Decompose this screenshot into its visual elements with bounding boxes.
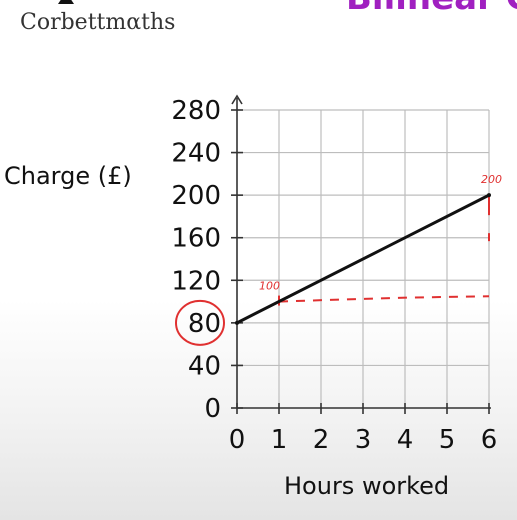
x-tick-label: 4 [397, 425, 414, 455]
x-tick-label: 2 [313, 425, 330, 455]
x-tick-label: 6 [481, 425, 498, 455]
chart-grid [237, 109, 490, 408]
page-title: Bilinear G [346, 0, 517, 18]
y-tick-label: 0 [204, 394, 221, 424]
brand-name: Corbettmαths [20, 10, 175, 35]
annotation-dashed-line [278, 295, 490, 303]
chart-axes [231, 94, 491, 409]
series-point [235, 320, 239, 325]
y-tick-label: 280 [171, 96, 221, 126]
annotation-circle-80 [175, 299, 225, 346]
y-tick-label: 240 [171, 139, 221, 169]
logo-icon [58, 0, 74, 4]
x-tick-label: 0 [229, 425, 246, 455]
x-tick-label: 1 [271, 425, 288, 455]
y-tick-label: 80 [188, 309, 221, 339]
x-tick-label: 5 [439, 425, 456, 455]
y-axis-arrow [231, 94, 243, 105]
series-point [487, 193, 491, 198]
annotation-label-1: 100 [259, 280, 280, 293]
chart-marks: 100 200 [175, 173, 502, 346]
y-axis-label: Charge (£) [4, 162, 132, 190]
y-tick-label: 40 [188, 351, 221, 381]
y-tick-label: 200 [171, 181, 221, 211]
x-axis-label: Hours worked [284, 472, 449, 500]
y-tick-label: 120 [171, 266, 221, 296]
y-tick-label: 160 [171, 224, 221, 254]
annotation-label-6: 200 [481, 173, 502, 186]
corbettmaths-logo [58, 0, 74, 4]
series-line [235, 193, 491, 325]
x-tick-label: 3 [355, 425, 372, 455]
